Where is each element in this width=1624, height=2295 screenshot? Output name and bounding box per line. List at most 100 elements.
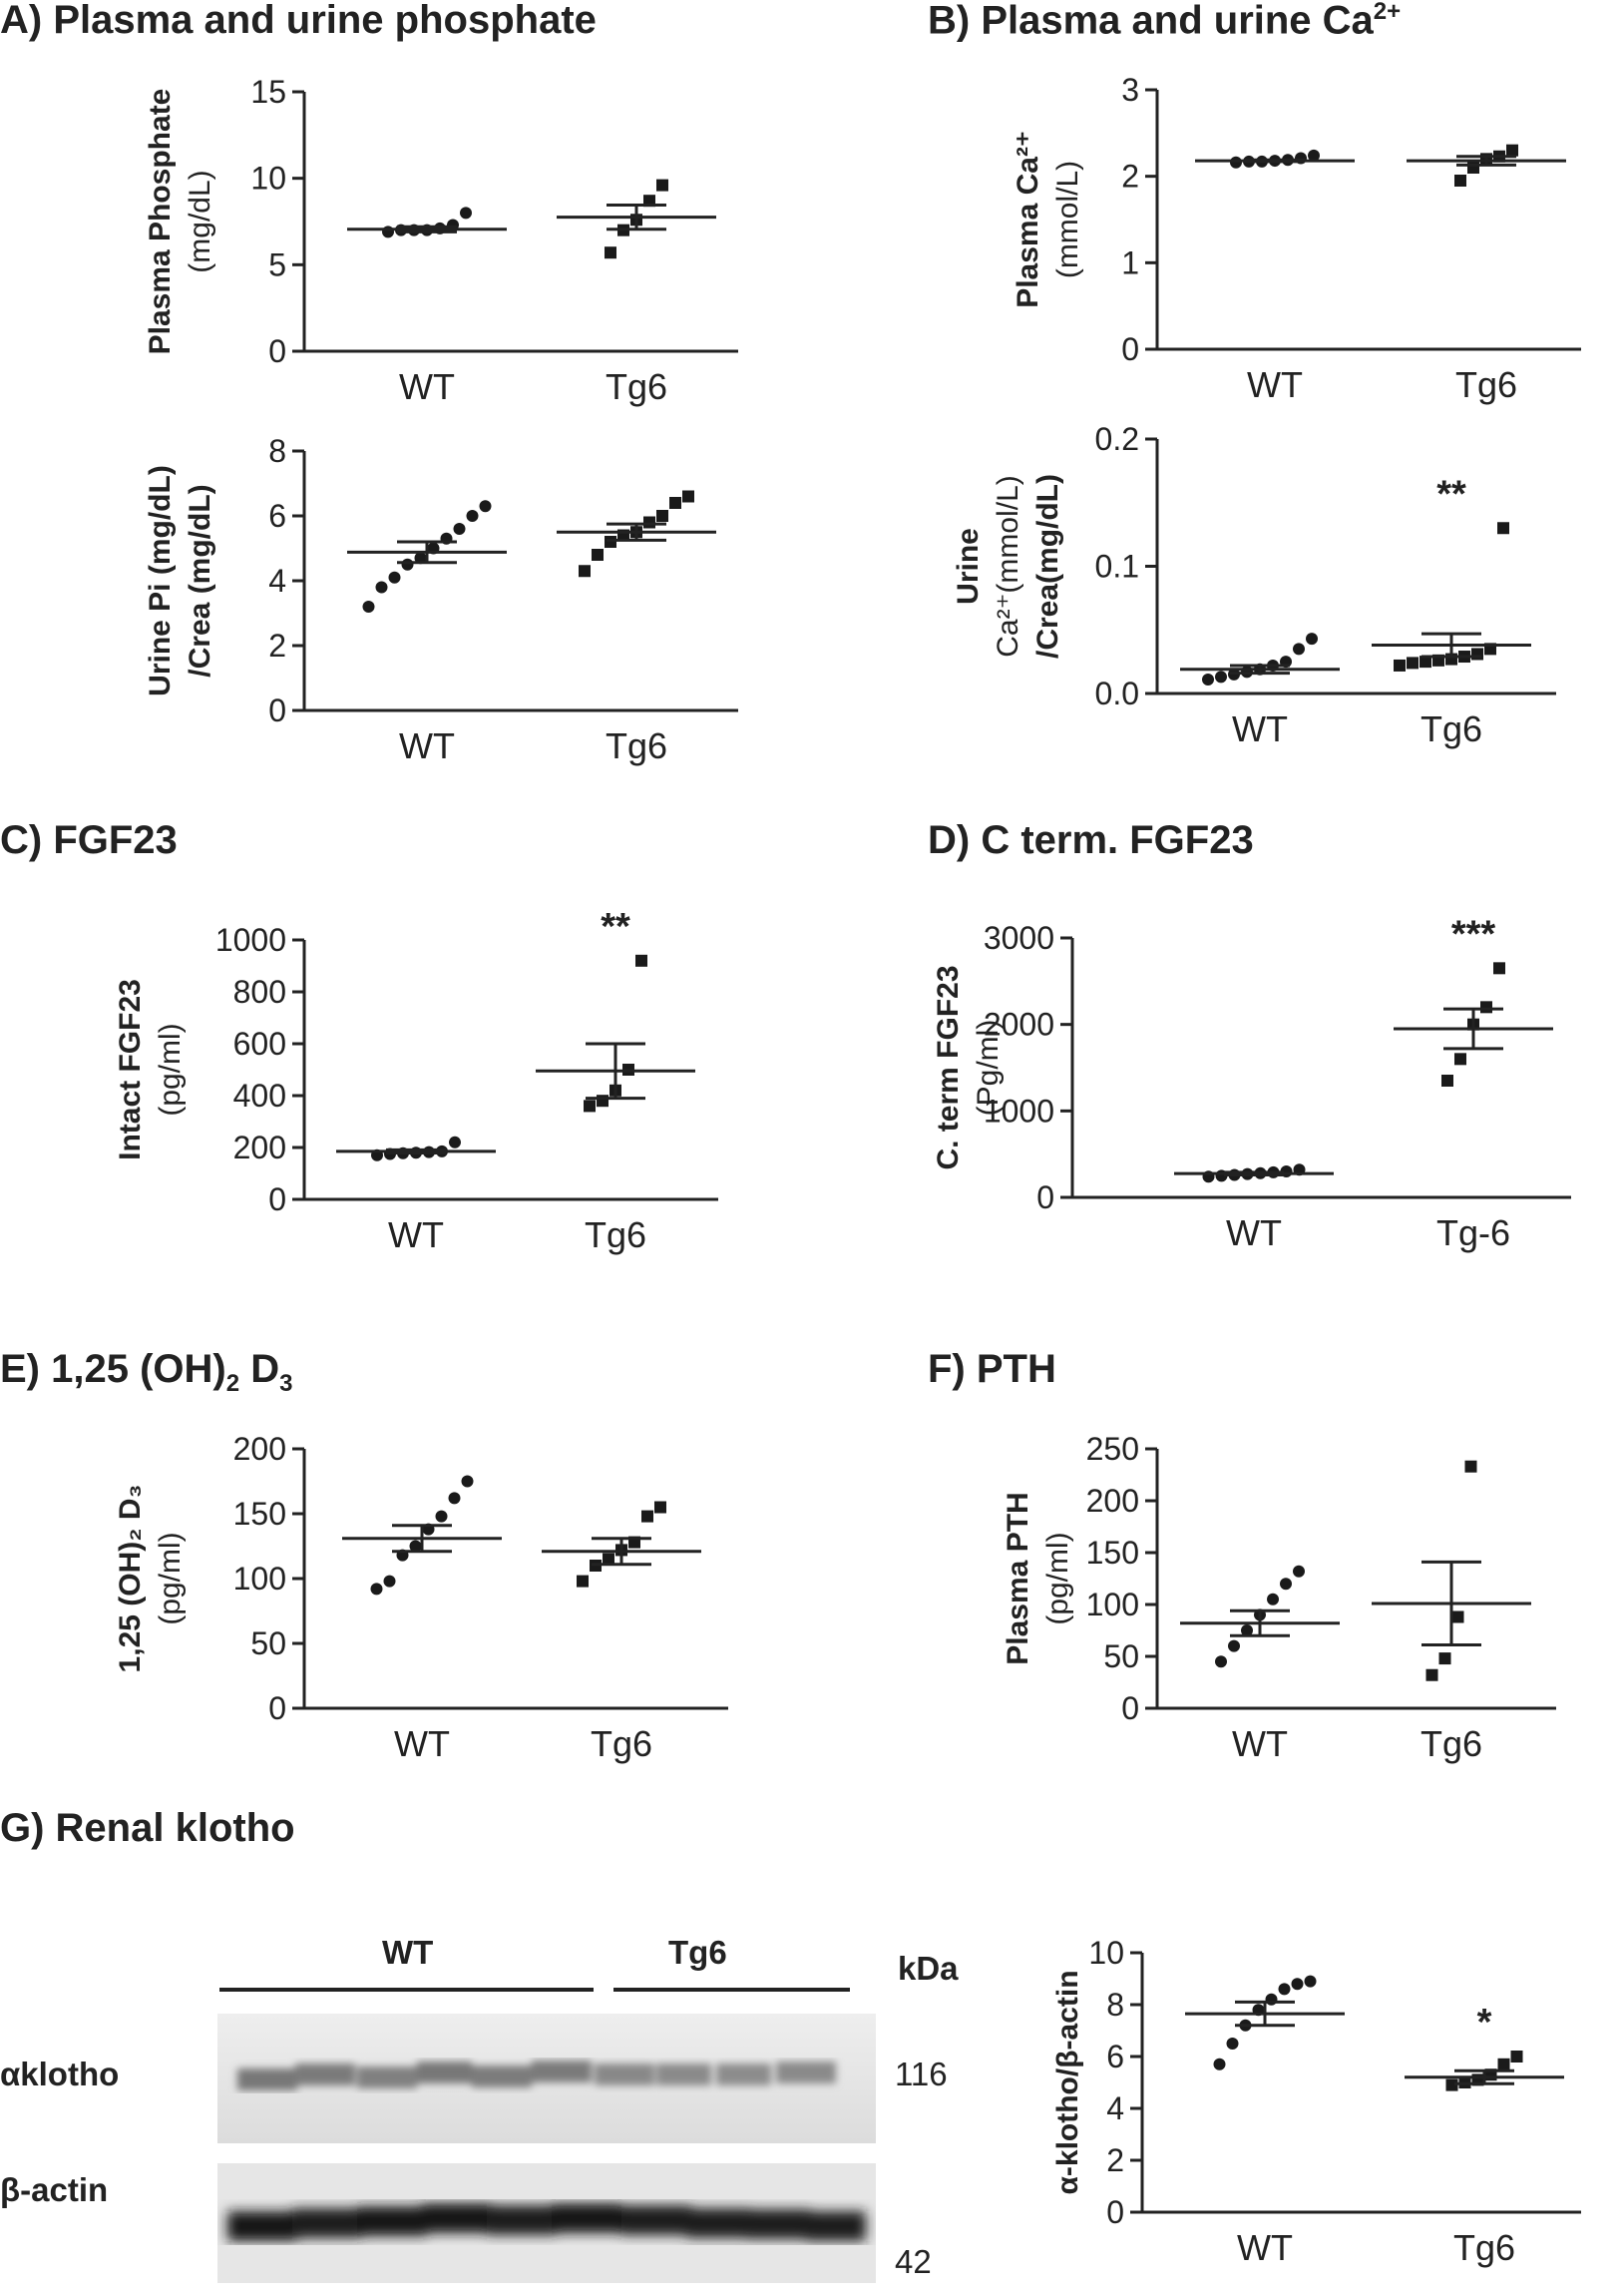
blot-kda-label: kDa [898,1950,959,1987]
x-tick-label: WT [1232,1723,1288,1764]
data-point [603,1553,614,1566]
data-point [1480,1001,1492,1014]
data-point [1291,1978,1304,1991]
y-tick-label: 15 [250,74,286,110]
data-point [577,1575,589,1588]
data-point [1226,2038,1239,2050]
y-tick-label: 10 [1088,1935,1124,1971]
y-tick-label: 50 [250,1625,286,1661]
y-tick-label: 2000 [984,1007,1054,1043]
panel-f-title: F) PTH [928,1347,1056,1391]
x-tick-label: Tg6 [591,1723,652,1764]
data-point [1241,1624,1253,1636]
y-tick-label: 200 [1086,1483,1139,1519]
y-tick-label: 0.0 [1095,676,1139,711]
y-tick-label: 150 [233,1496,286,1532]
y-tick-label: 3 [1121,72,1139,108]
x-tick-label: WT [388,1214,444,1255]
data-point [449,1136,461,1148]
y-tick-label: 4 [1106,2090,1124,2126]
blot-bactin-bands [227,2203,866,2241]
chart-G: 0 2 4 6 8 10 WT Tg6 α-klotho/β-actin * [1051,1935,1581,2268]
y-axis-label: (pg/ml) [154,1023,187,1116]
x-tick-label: Tg6 [1453,2227,1515,2268]
x-tick-label: Tg-6 [1436,1212,1510,1253]
data-point [1471,648,1483,661]
y-tick-label: 8 [1106,1987,1124,2023]
data-point [1293,1565,1305,1578]
chart-A2: 0 2 4 6 8 WT Tg6 Urine Pi (mg/dL)/Crea (mg/dL) [144,433,738,766]
y-axis-label: (pg/ml) [1041,1532,1074,1624]
data-point [592,549,604,561]
significance-annotation: *** [1451,913,1496,955]
data-point [1202,673,1214,686]
data-point [643,516,655,529]
data-point [1213,2058,1226,2070]
data-point [409,1540,422,1553]
y-axis-label: Plasma PTH [1002,1492,1034,1664]
y-tick-label: 2 [1106,2142,1124,2178]
y-axis-label: (mmol/L) [1051,161,1084,278]
x-tick-label: Tg6 [1455,364,1517,405]
data-point [641,1510,653,1523]
chart-D: 0 1000 2000 3000 WT Tg-6 C. term FGF23 (Pg/ml) *… [932,913,1571,1253]
data-point [1278,1983,1291,1996]
blot-row-bactin-label: β-actin [0,2171,109,2208]
data-point [414,552,427,565]
blot-wt-bracket-line [219,1988,594,1992]
data-point [370,1583,383,1596]
y-tick-label: 6 [1106,2039,1124,2074]
y-tick-label: 0 [268,1690,286,1726]
data-point [605,536,616,548]
y-axis-label: Intact FGF23 [114,979,147,1160]
data-point [1510,2051,1523,2063]
y-tick-label: 200 [233,1431,286,1467]
data-point [1467,162,1479,174]
data-point [1493,962,1505,975]
data-point [597,1095,609,1108]
data-point [448,1492,461,1505]
western-blot: WT Tg6 kDa αklotho β-actin 116 42 [0,1886,998,2283]
y-tick-label: 1 [1121,244,1139,280]
y-axis-label: Urine [952,528,985,605]
y-tick-label: 6 [268,498,286,534]
data-point [656,510,668,522]
x-tick-label: Tg6 [1421,708,1482,749]
blot-tg6-bracket-line [613,1988,850,1992]
data-point [1454,175,1466,187]
y-tick-label: 200 [233,1130,286,1165]
x-tick-label: WT [399,366,455,407]
panel-c-title: C) FGF23 [0,818,178,862]
panel-a-title: A) Plasma and urine phosphate [0,0,597,42]
x-tick-label: Tg6 [585,1214,646,1255]
data-point [1215,1655,1227,1668]
data-point [466,510,479,522]
data-point [479,500,492,513]
y-tick-label: 100 [1086,1587,1139,1622]
x-tick-label: WT [394,1723,450,1764]
blot-kda-116: 116 [895,2056,948,2092]
y-tick-label: 0 [268,333,286,369]
data-point [1497,522,1509,535]
data-point [1454,1053,1466,1066]
y-tick-label: 600 [233,1026,286,1062]
x-tick-label: WT [1226,1212,1282,1253]
y-axis-label: 1,25 (OH)₂ D₃ [114,1485,147,1673]
significance-annotation: * [1477,2002,1492,2044]
y-tick-label: 2 [268,628,286,664]
panel-g-title: G) Renal klotho [0,1806,295,1850]
y-axis-label: (Pg/ml) [972,1020,1005,1117]
y-tick-label: 2 [1121,159,1139,195]
data-point [669,497,681,509]
y-tick-label: 3000 [984,920,1054,956]
blot-kda-42: 42 [895,2243,932,2280]
data-point [1464,1460,1477,1473]
data-point [460,207,472,220]
data-point [1280,1578,1292,1591]
data-point [1265,1993,1278,2006]
data-point [1394,659,1406,672]
y-tick-label: 100 [233,1561,286,1597]
y-tick-label: 10 [250,161,286,197]
significance-annotation: ** [601,906,630,948]
